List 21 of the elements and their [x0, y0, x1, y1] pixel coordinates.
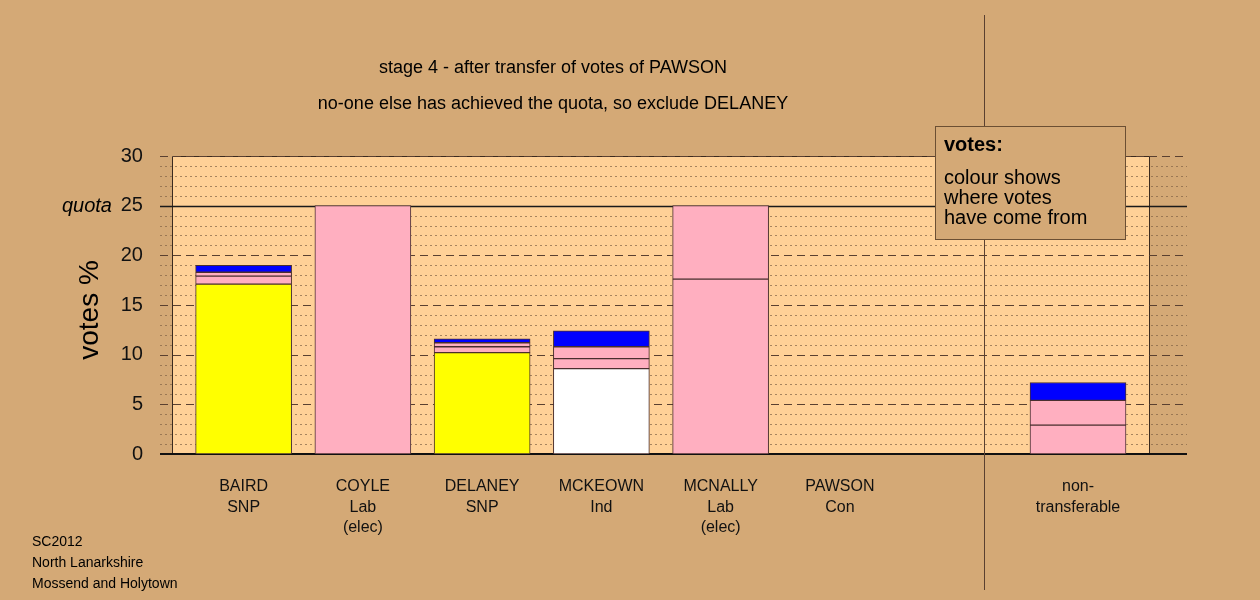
x-tick-label: MCNALLY Lab (elec)	[683, 476, 759, 536]
chart-subtitle: no-one else has achieved the quota, so exclude DELANEY	[317, 92, 789, 113]
ref-line-label: quota	[61, 194, 112, 217]
y-tick-label: 20	[120, 242, 143, 265]
x-tick-label: BAIRD SNP	[219, 476, 269, 515]
x-tick-label: non- transferable	[1035, 476, 1121, 515]
annotation: colour shows where votes have come from	[944, 166, 1089, 228]
y-tick-label: 10	[120, 342, 143, 365]
y-tick-label: 5	[131, 391, 143, 414]
y-tick-label: 25	[120, 193, 143, 216]
y-tick-label: 15	[120, 292, 143, 315]
y-tick-label: 0	[131, 441, 143, 464]
y-axis-title: votes %	[72, 260, 104, 360]
x-tick-label: MCKEOWN Ind	[558, 476, 645, 515]
x-tick-label: PAWSON Con	[805, 476, 875, 515]
text-box: votes: colour shows where votes have come from	[935, 126, 1126, 240]
chart-title: stage 4 - after transfer of votes of PAWSON	[378, 56, 728, 77]
y-tick-label: 30	[120, 143, 143, 166]
x-tick-label: DELANEY SNP	[444, 476, 520, 515]
x-tick-label: COYLE Lab (elec)	[335, 476, 390, 536]
text: SC2012 North Lanarkshire Mossend and Holytown	[32, 532, 178, 593]
